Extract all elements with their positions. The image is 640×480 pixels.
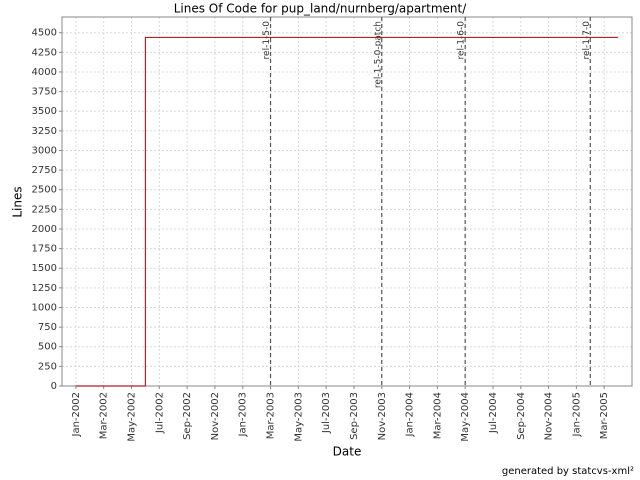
x-tick-label: Mar-2004 — [432, 392, 443, 439]
x-tick-label: Nov-2004 — [544, 392, 555, 440]
marker-label: rel-1-7-0 — [582, 21, 592, 60]
y-tick-label: 2250 — [32, 204, 57, 215]
y-tick-label: 2750 — [32, 165, 57, 176]
y-tick-label: 1750 — [32, 244, 57, 255]
x-tick-label: Sep-2002 — [182, 392, 193, 440]
y-tick-label: 3000 — [32, 145, 57, 156]
y-tick-label: 0 — [51, 381, 57, 392]
marker-label: rel-1-5-0-patch — [373, 21, 383, 88]
x-tick-label: Jan-2005 — [571, 392, 582, 437]
x-tick-label: Mar-2002 — [99, 392, 110, 439]
y-tick-label: 4500 — [32, 28, 57, 39]
y-tick-label: 2000 — [32, 224, 57, 235]
y-tick-label: 2500 — [32, 185, 57, 196]
x-tick-label: May-2004 — [460, 392, 471, 442]
x-tick-label: Nov-2002 — [210, 392, 221, 440]
y-tick-label: 4000 — [32, 67, 57, 78]
y-tick-label: 250 — [38, 361, 57, 372]
y-tick-label: 750 — [38, 322, 57, 333]
y-tick-label: 1500 — [32, 263, 57, 274]
x-tick-label: Sep-2003 — [349, 392, 360, 440]
y-tick-label: 3750 — [32, 87, 57, 98]
y-axis-label: Lines — [11, 186, 25, 217]
marker-label: rel-1-6-0 — [457, 21, 467, 60]
data-line — [75, 36, 619, 387]
x-tick-label: Mar-2003 — [266, 392, 277, 439]
x-tick-label: Sep-2004 — [516, 392, 527, 440]
x-tick-label: Nov-2003 — [377, 392, 388, 440]
x-axis-label: Date — [333, 445, 362, 459]
x-tick-label: Jan-2003 — [238, 392, 249, 437]
x-tick-label: Jul-2003 — [321, 392, 332, 434]
x-tick-label: Jul-2004 — [488, 392, 499, 434]
chart-title: Lines Of Code for pup_land/nurnberg/apar… — [174, 2, 467, 16]
marker-label: rel-1-5-0 — [262, 21, 272, 60]
x-tick-label: Mar-2005 — [599, 392, 610, 439]
x-tick-label: Jan-2004 — [405, 392, 416, 437]
plot-frame — [61, 16, 633, 387]
x-tick-label: Jan-2002 — [71, 392, 82, 437]
y-tick-label: 3250 — [32, 126, 57, 137]
y-tick-label: 500 — [38, 342, 57, 353]
y-tick-label: 1250 — [32, 283, 57, 294]
x-tick-label: May-2002 — [127, 392, 138, 442]
footer: generated by statcvs-xml² — [502, 466, 634, 477]
y-tick-label: 1000 — [32, 302, 57, 313]
y-tick-label: 3500 — [32, 106, 57, 117]
x-tick-label: May-2003 — [293, 392, 304, 442]
y-tick-label: 4250 — [32, 47, 57, 58]
x-tick-label: Jul-2002 — [154, 392, 165, 434]
